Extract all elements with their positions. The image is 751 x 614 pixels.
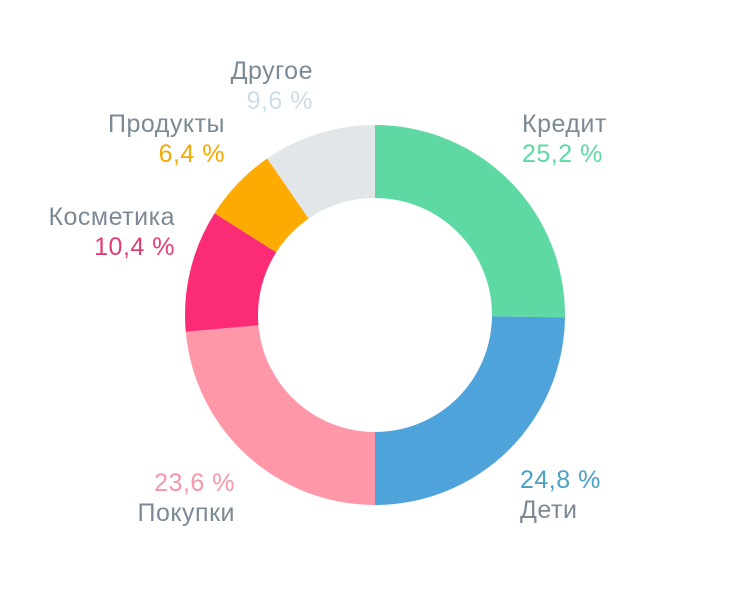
- label-other: Другое 9,6 %: [195, 56, 313, 116]
- label-other-value: 9,6 %: [246, 87, 313, 115]
- label-children: 24,8 % Дети: [520, 465, 601, 525]
- slice-0: [375, 125, 565, 318]
- slice-2: [185, 325, 375, 505]
- label-cosmetics-value: 10,4 %: [94, 233, 175, 261]
- label-children-name: Дети: [520, 496, 578, 524]
- label-cosmetics-name: Косметика: [48, 203, 175, 231]
- label-cosmetics: Косметика 10,4 %: [20, 202, 175, 262]
- label-credit-value: 25,2 %: [522, 140, 603, 168]
- label-children-value: 24,8 %: [520, 466, 601, 494]
- label-products-name: Продукты: [108, 110, 225, 138]
- label-purchases-name: Покупки: [137, 499, 235, 527]
- label-credit-name: Кредит: [522, 110, 607, 138]
- label-other-name: Другое: [230, 57, 313, 85]
- label-products-value: 6,4 %: [158, 140, 225, 168]
- label-credit: Кредит 25,2 %: [522, 109, 607, 169]
- label-purchases-value: 23,6 %: [154, 469, 235, 497]
- slice-4: [214, 158, 309, 253]
- slice-5: [267, 125, 375, 219]
- label-purchases: 23,6 % Покупки: [100, 468, 235, 528]
- slice-3: [185, 213, 277, 332]
- slice-1: [375, 316, 565, 505]
- label-products: Продукты 6,4 %: [60, 109, 225, 169]
